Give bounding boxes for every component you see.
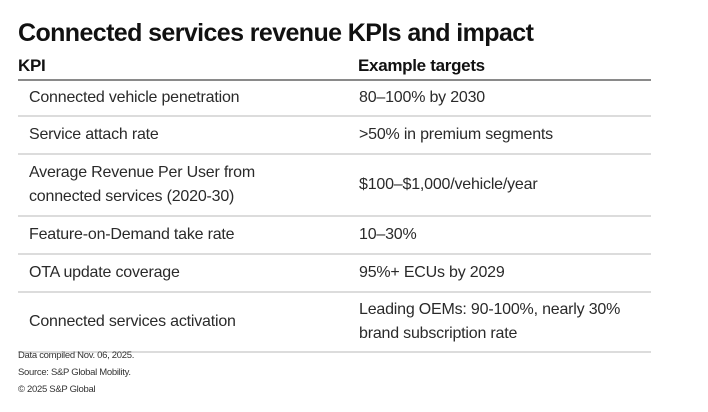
kpi-cell: Connected services activation bbox=[29, 313, 236, 330]
kpi-table: KPI Example targets Connected vehicle pe… bbox=[18, 56, 651, 353]
table-row: Average Revenue Per User from connected … bbox=[18, 155, 651, 217]
kpi-cell: OTA update coverage bbox=[29, 264, 180, 281]
column-header-kpi: KPI bbox=[18, 56, 46, 75]
kpi-cell: Average Revenue Per User from connected … bbox=[29, 164, 256, 205]
target-cell: $100–$1,000/vehicle/year bbox=[359, 176, 538, 193]
column-header-targets: Example targets bbox=[358, 56, 485, 75]
table-header: KPI Example targets bbox=[18, 56, 651, 81]
table-row: Connected services activation Leading OE… bbox=[18, 293, 651, 353]
table-row: Service attach rate >50% in premium segm… bbox=[18, 117, 651, 155]
footer-notes: Data compiled Nov. 06, 2025. Source: S&P… bbox=[18, 347, 134, 398]
kpi-cell: Service attach rate bbox=[29, 126, 159, 143]
data-compiled-note: Data compiled Nov. 06, 2025. bbox=[18, 350, 135, 361]
target-cell: 10–30% bbox=[359, 226, 417, 243]
table-row: OTA update coverage 95%+ ECUs by 2029 bbox=[18, 255, 651, 293]
copyright-note: © 2025 S&P Global bbox=[18, 384, 96, 395]
table-row: Feature-on-Demand take rate 10–30% bbox=[18, 217, 651, 255]
target-cell: >50% in premium segments bbox=[359, 126, 553, 143]
table-row: Connected vehicle penetration 80–100% by… bbox=[18, 81, 651, 117]
kpi-cell: Connected vehicle penetration bbox=[29, 89, 240, 106]
page-title: Connected services revenue KPIs and impa… bbox=[18, 19, 534, 47]
target-cell: Leading OEMs: 90-100%, nearly 30% brand … bbox=[359, 301, 621, 342]
kpi-cell: Feature-on-Demand take rate bbox=[29, 226, 235, 243]
source-note: Source: S&P Global Mobility. bbox=[18, 367, 131, 378]
target-cell: 95%+ ECUs by 2029 bbox=[359, 264, 505, 281]
target-cell: 80–100% by 2030 bbox=[359, 89, 486, 106]
